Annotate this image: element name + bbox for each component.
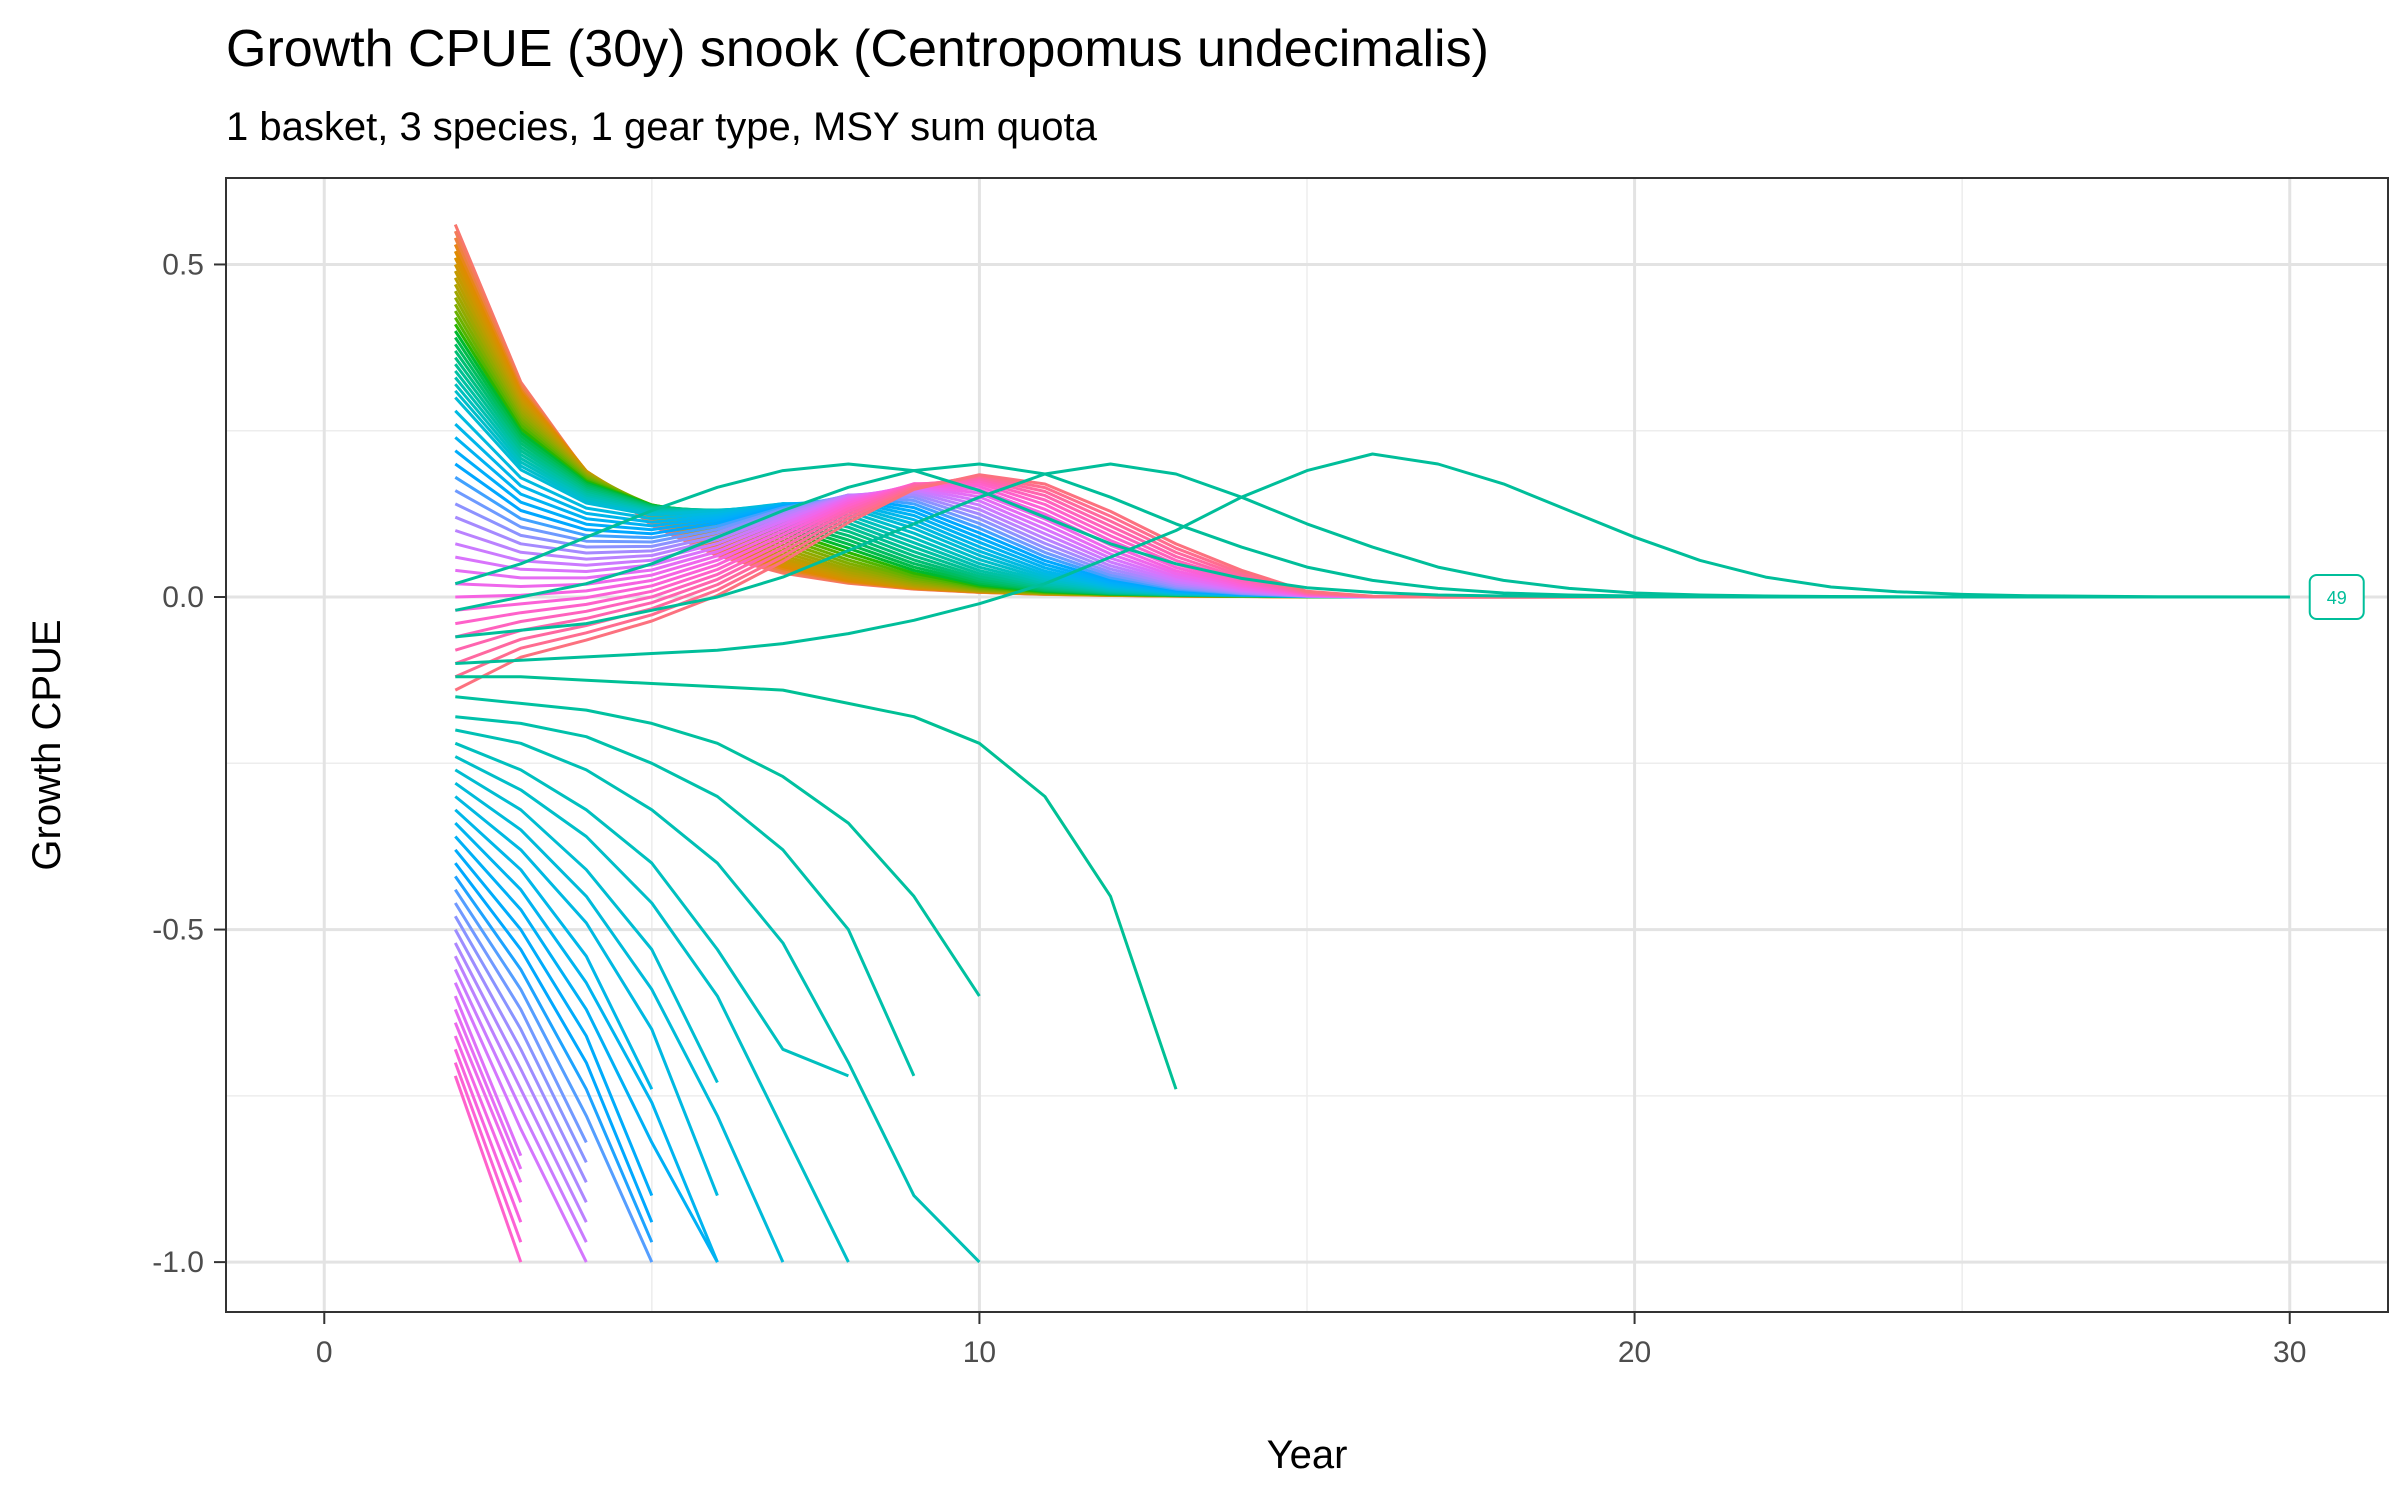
- series-line: [454, 848, 654, 1197]
- series-line: [454, 768, 719, 1084]
- series-layer: [453, 224, 2290, 1264]
- series-line: [453, 1062, 523, 1243]
- series-line: [454, 808, 654, 1090]
- series-line: [454, 915, 588, 1164]
- y-axis-title: Growth CPUE: [25, 619, 69, 870]
- series-line: [453, 995, 523, 1157]
- chart-subtitle: 1 basket, 3 species, 1 gear type, MSY su…: [226, 105, 1098, 149]
- series-line: [453, 982, 588, 1263]
- series-line: [455, 452, 2290, 665]
- x-axis: 0 10 20 30: [316, 1312, 2306, 1369]
- series-line: [454, 862, 654, 1223]
- series-line: [455, 695, 981, 997]
- series-line: [453, 1035, 523, 1203]
- x-axis-title: Year: [1267, 1433, 1348, 1477]
- y-tick-label: -0.5: [152, 914, 204, 947]
- x-tick-label: 20: [1618, 1336, 1651, 1369]
- series-line: [454, 835, 719, 1263]
- series-line: [453, 968, 588, 1243]
- series-line: [453, 955, 588, 1223]
- y-axis: 0.5 0.0 -0.5 -1.0: [152, 248, 226, 1279]
- series-line: [454, 795, 719, 1197]
- series-line: [455, 675, 1178, 1090]
- x-tick-label: 30: [2273, 1336, 2306, 1369]
- series-line: [453, 1048, 523, 1223]
- series-line: [454, 875, 654, 1243]
- series-line: [454, 902, 588, 1144]
- series-line: [454, 822, 719, 1263]
- series-line: [453, 942, 588, 1203]
- series-line: [455, 715, 916, 1077]
- x-tick-label: 10: [963, 1336, 996, 1369]
- series-line: [454, 781, 785, 1263]
- y-tick-label: 0.5: [162, 248, 204, 281]
- y-tick-label: -1.0: [152, 1246, 204, 1279]
- grid: [226, 178, 2388, 1312]
- series-line: [453, 1008, 523, 1170]
- series-line: [453, 1022, 523, 1183]
- plot-border: [225, 177, 2389, 1313]
- series-line: [455, 728, 981, 1264]
- series-line: [454, 741, 849, 1078]
- series-line: [454, 888, 654, 1263]
- series-line: [454, 462, 2290, 599]
- chart-title: Growth CPUE (30y) snook (Centropomus und…: [226, 20, 1489, 78]
- series-line: [453, 1075, 523, 1263]
- x-tick-label: 0: [316, 1336, 333, 1369]
- series-line: [454, 755, 850, 1263]
- end-label: 49: [2308, 574, 2365, 621]
- series-line: [453, 928, 588, 1183]
- end-label-box: [2308, 574, 2365, 621]
- end-label-text: 49: [2327, 588, 2347, 608]
- y-tick-label: 0.0: [162, 581, 204, 614]
